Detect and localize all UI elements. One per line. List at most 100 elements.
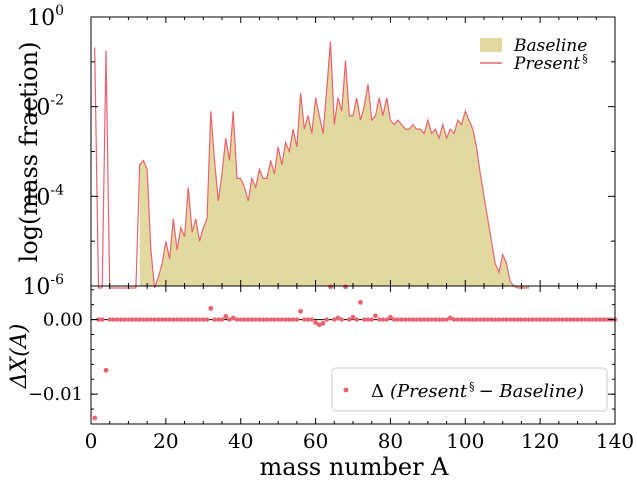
scatter-point bbox=[320, 320, 326, 326]
scatter-point bbox=[433, 317, 438, 322]
top-ylabel: log(mass fraction) bbox=[15, 42, 43, 263]
scatter-point bbox=[474, 317, 479, 322]
scatter-point bbox=[126, 317, 131, 322]
scatter-point bbox=[384, 317, 389, 322]
zero-points bbox=[96, 317, 618, 322]
scatter-point bbox=[227, 317, 232, 322]
scatter-point bbox=[519, 317, 524, 322]
scatter-point bbox=[216, 317, 221, 322]
scatter-point bbox=[100, 317, 105, 322]
scatter-point bbox=[436, 317, 442, 322]
scatter-point bbox=[212, 317, 217, 322]
legend-label-baseline: Baseline bbox=[513, 36, 587, 56]
x-tick-label: 120 bbox=[521, 429, 559, 453]
scatter-point bbox=[257, 317, 262, 322]
scatter-point bbox=[444, 317, 449, 322]
scatter-point bbox=[545, 317, 550, 322]
scatter-point bbox=[485, 317, 490, 322]
scatter-point bbox=[178, 317, 184, 322]
legend-label-delta: Δ (Present § − Baseline) bbox=[371, 380, 584, 402]
scatter-point bbox=[493, 317, 498, 322]
scatter-point bbox=[567, 317, 573, 322]
scatter-point bbox=[590, 317, 595, 322]
scatter-point bbox=[186, 317, 191, 322]
bottom-legend: Δ (Present § − Baseline) bbox=[331, 367, 608, 412]
scatter-point bbox=[556, 317, 562, 322]
scatter-point bbox=[571, 317, 577, 322]
scatter-point bbox=[369, 317, 374, 322]
scatter-point bbox=[377, 317, 382, 322]
scatter-point bbox=[290, 317, 296, 322]
y-tick-exp: -4 bbox=[50, 182, 64, 198]
scatter-point bbox=[350, 314, 356, 320]
scatter-point bbox=[594, 317, 599, 322]
y-tick-base: 10 bbox=[27, 6, 55, 31]
scatter-point bbox=[332, 317, 337, 322]
scatter-point bbox=[268, 317, 273, 322]
legend-marker-delta bbox=[343, 387, 349, 393]
scatter-point bbox=[511, 317, 517, 322]
scatter-point bbox=[564, 317, 569, 322]
scatter-point bbox=[459, 317, 464, 322]
scatter-point bbox=[489, 317, 494, 322]
scatter-point bbox=[279, 317, 285, 322]
y-tick-exp: 0 bbox=[55, 3, 64, 19]
scatter-point bbox=[406, 317, 412, 322]
scatter-point bbox=[388, 314, 393, 320]
scatter-point bbox=[144, 317, 150, 322]
scatter-point bbox=[399, 317, 404, 322]
y-tick-label: 10-6 bbox=[22, 272, 64, 300]
scatter-point bbox=[298, 308, 303, 314]
bottom-ylabel: ΔX(A) bbox=[7, 324, 32, 390]
scatter-point bbox=[440, 317, 446, 322]
legend-delta-suffix: − Baseline bbox=[479, 381, 577, 402]
x-tick-label: 100 bbox=[446, 429, 484, 453]
scatter-point bbox=[362, 317, 367, 322]
scatter-point bbox=[137, 317, 142, 322]
scatter-point bbox=[219, 317, 225, 322]
legend-label-present-text: Present bbox=[513, 54, 580, 74]
bottom-x-ticks: 0 20 40 60 80 100 120 140 bbox=[85, 286, 634, 453]
scatter-point bbox=[294, 317, 300, 322]
legend-swatch-baseline bbox=[480, 38, 502, 52]
scatter-point bbox=[515, 317, 520, 322]
scatter-point bbox=[111, 317, 116, 322]
bottom-y-ticks: 0.00 −0.01 bbox=[28, 289, 615, 425]
scatter-point bbox=[549, 317, 554, 322]
legend-delta-paren-close: ) bbox=[576, 381, 584, 402]
scatter-point bbox=[451, 317, 457, 322]
scatter-point bbox=[429, 317, 434, 322]
scatter-point bbox=[526, 317, 532, 322]
scatter-point bbox=[391, 317, 397, 322]
y-tick-label: 10-4 bbox=[22, 182, 64, 210]
scatter-point bbox=[530, 317, 535, 322]
scatter-point bbox=[115, 317, 120, 322]
scatter-point bbox=[347, 317, 352, 322]
scatter-point bbox=[253, 317, 258, 322]
scatter-point bbox=[478, 317, 483, 322]
scatter-point bbox=[159, 317, 165, 322]
top-panel: 100 10-2 10-4 10-6 log(mass fraction) Basel… bbox=[15, 3, 616, 300]
scatter-point bbox=[204, 317, 210, 322]
scatter-point bbox=[597, 317, 603, 322]
scatter-point bbox=[272, 317, 277, 322]
scatter-point bbox=[605, 317, 610, 322]
y-tick-label: 10-2 bbox=[22, 93, 64, 121]
x-tick-label: 20 bbox=[153, 429, 178, 453]
scatter-point bbox=[313, 320, 318, 325]
scatter-point bbox=[197, 317, 202, 322]
scatter-point bbox=[470, 317, 475, 322]
scatter-point bbox=[163, 317, 169, 322]
y-tick-label: −0.01 bbox=[28, 384, 83, 405]
bottom-panel: 0.00 −0.01 0 20 40 60 80 100 120 140 ΔX(A) mass … bbox=[7, 284, 634, 481]
legend-delta-sup: § bbox=[469, 380, 475, 393]
scatter-point bbox=[122, 317, 127, 322]
legend-delta-prefix: Δ bbox=[371, 381, 384, 402]
scatter-point bbox=[447, 315, 453, 321]
baseline-area bbox=[139, 41, 529, 289]
scatter-point bbox=[466, 317, 472, 322]
scatter-point bbox=[354, 317, 359, 322]
scatter-point bbox=[541, 317, 547, 322]
scatter-point bbox=[249, 317, 255, 322]
scatter-point bbox=[496, 317, 502, 322]
